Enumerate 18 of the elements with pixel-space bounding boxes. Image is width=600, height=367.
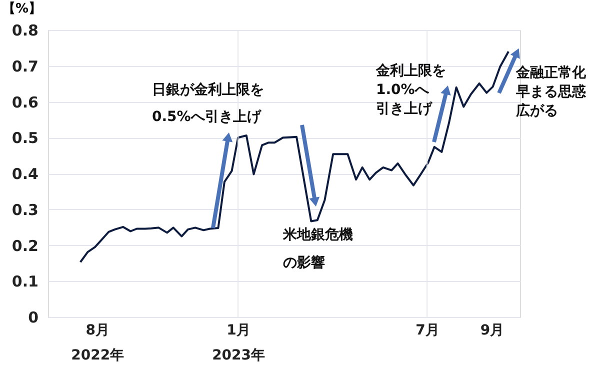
y-tick-label: 0.4 [12,165,38,183]
annotation: 金利上限を1.0%へ引き上げ [375,63,446,117]
y-tick-label: 0.6 [12,93,38,112]
y-tick-label: 0 [28,308,38,326]
y-tick-label: 0.5 [12,129,38,148]
annotation: 日銀が金利上限を0.5%へ引き上げ [152,82,264,125]
x-tick-label: 7月 [416,322,440,338]
x-tick-label: 8月 2022年 [71,322,124,364]
y-axis-title: 【%】 [2,0,42,16]
y-tick-label: 0.1 [12,272,38,291]
y-tick-label: 0.7 [12,57,38,76]
annotation: 金融正常化早まる思惑広がる [515,65,587,119]
y-tick-label: 0.2 [12,236,38,255]
x-tick-label: 9月 [480,322,504,338]
x-tick-label: 1月 2023年 [212,322,266,364]
y-tick-label: 0.3 [12,200,38,219]
annotation: 米地銀危機の影響 [282,227,353,271]
y-tick-label: 0.8 [12,22,38,40]
